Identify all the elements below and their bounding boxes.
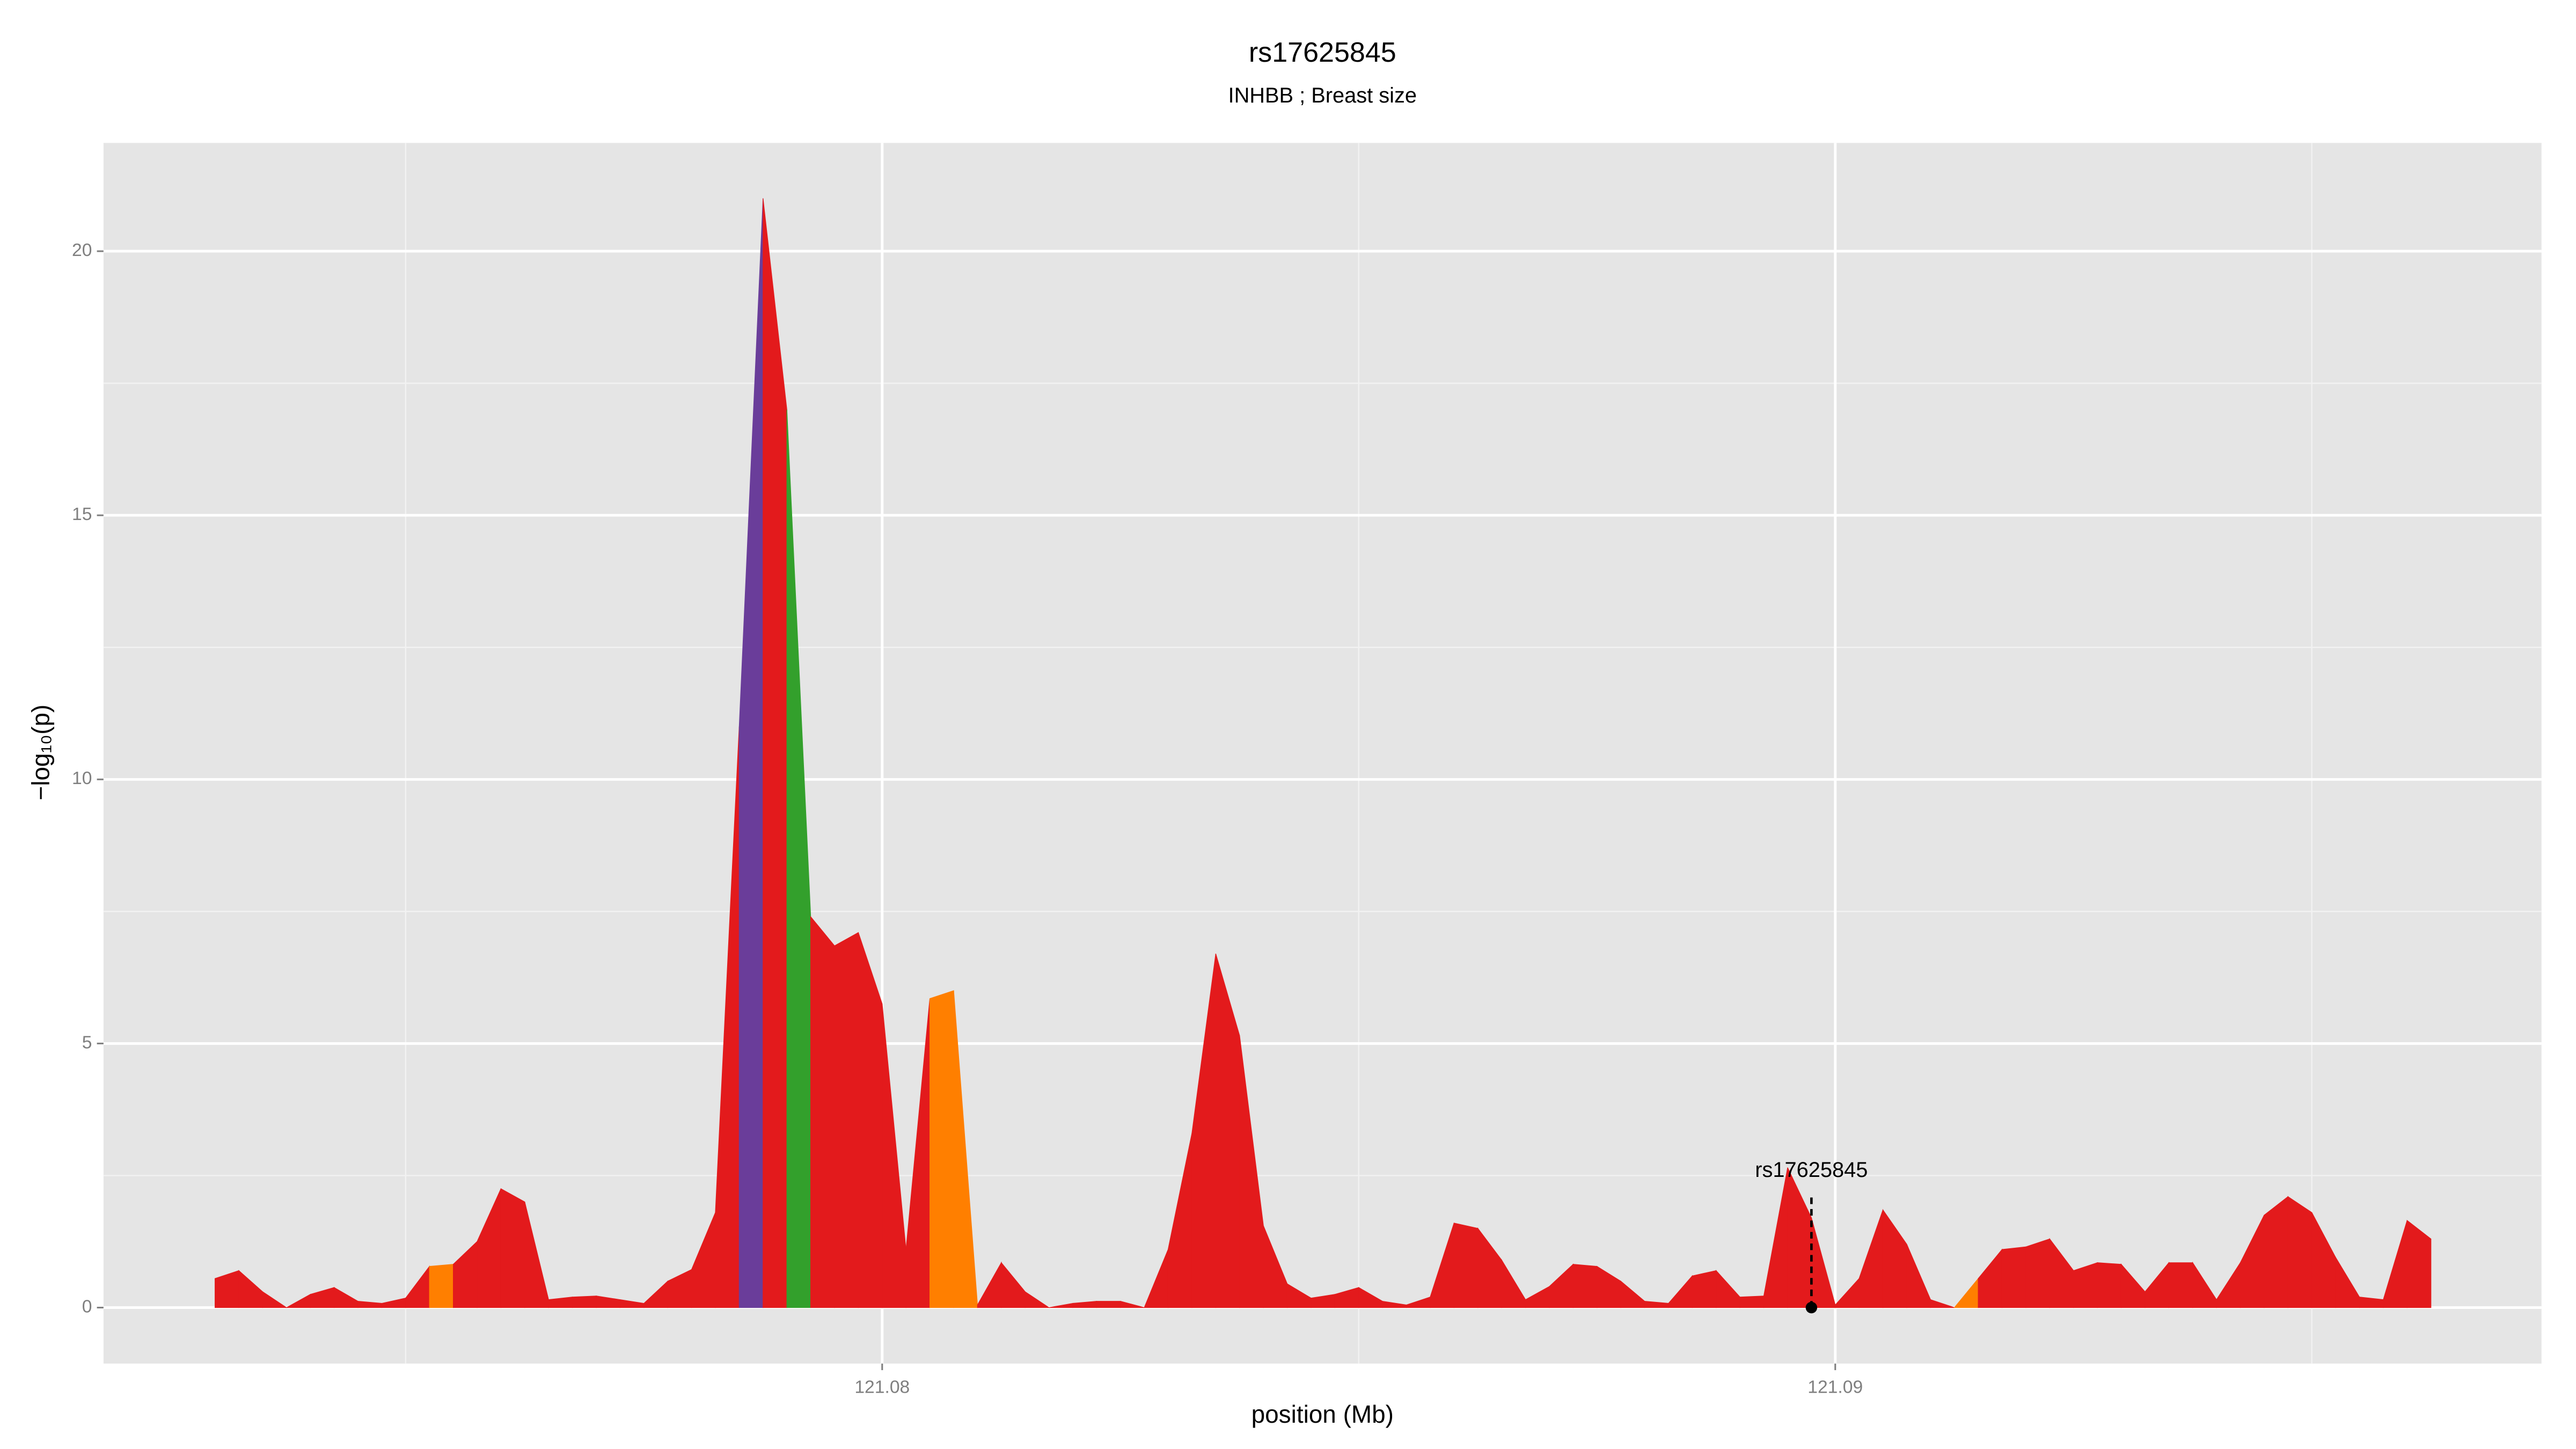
- chart-title: rs17625845: [1249, 37, 1396, 68]
- area-segment: [1120, 1300, 1145, 1308]
- chart-subtitle: INHBB ; Breast size: [1228, 84, 1417, 107]
- area-segment: [1096, 1301, 1121, 1308]
- area-segment: [429, 1264, 454, 1308]
- y-axis-label: −log₁₀(p): [27, 705, 55, 801]
- area-segment: [2406, 1219, 2432, 1308]
- annotation-point: [1805, 1301, 1818, 1314]
- annotation-label: rs17625845: [1755, 1158, 1868, 1182]
- area-segment: [262, 1291, 288, 1308]
- area-segment: [1024, 1291, 1050, 1308]
- area-segment: [1572, 1264, 1598, 1308]
- y-tick-label: 15: [72, 504, 92, 524]
- area-segment: [1692, 1270, 1717, 1308]
- area-segment: [1453, 1223, 1479, 1308]
- area-segment: [500, 1188, 525, 1308]
- y-tick-label: 0: [82, 1297, 92, 1316]
- area-segment: [2264, 1196, 2288, 1308]
- y-tick-label: 5: [82, 1033, 92, 1052]
- area-segment: [834, 932, 859, 1308]
- area-segment: [2287, 1196, 2312, 1308]
- y-tick-label: 10: [72, 769, 92, 788]
- x-tick-label: 121.09: [1807, 1378, 1863, 1397]
- area-segment: [2168, 1262, 2193, 1308]
- area-segment: [572, 1296, 597, 1308]
- plot-panel: [103, 143, 2542, 1364]
- y-tick-label: 20: [72, 240, 92, 260]
- area-segment: [2073, 1262, 2098, 1308]
- area-segment: [1930, 1299, 1955, 1308]
- area-segment: [2001, 1246, 2026, 1308]
- x-axis-label: position (Mb): [1252, 1400, 1394, 1428]
- area-segment: [929, 990, 954, 1308]
- area-segment: [2097, 1262, 2122, 1308]
- area-segment: [2025, 1238, 2050, 1308]
- area-segment: [810, 916, 835, 1308]
- x-tick-label: 121.08: [854, 1378, 910, 1397]
- area-segment: [1739, 1296, 1765, 1308]
